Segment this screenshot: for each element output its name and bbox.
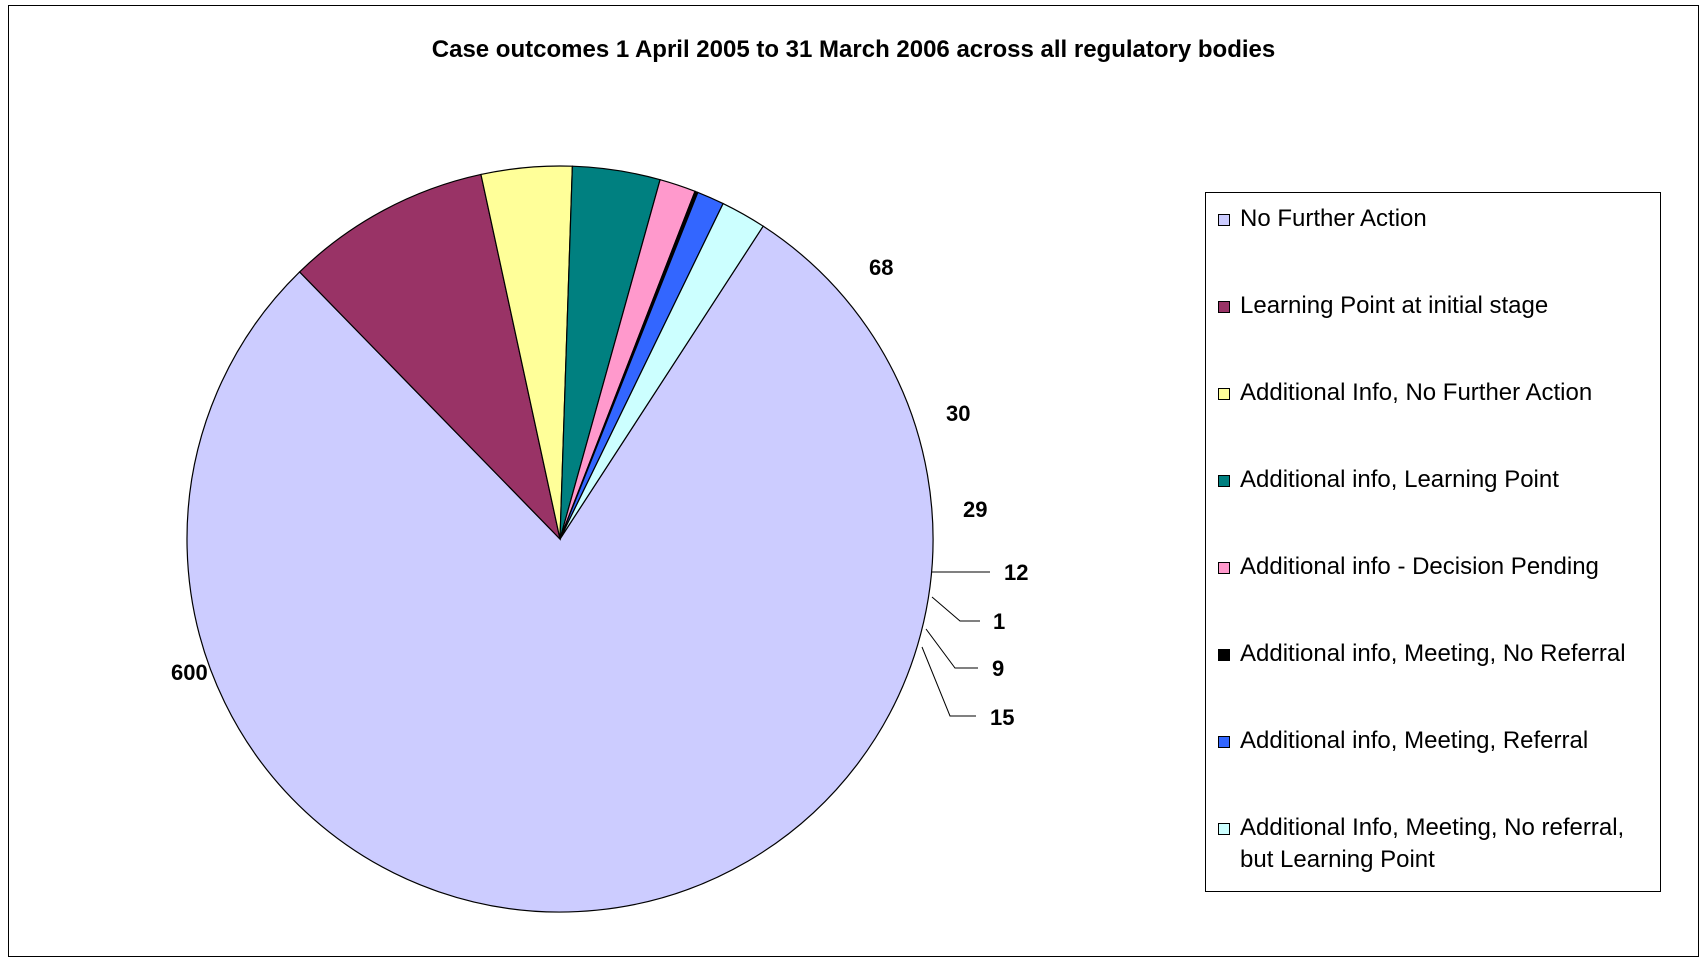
- legend-swatch: [1218, 823, 1230, 835]
- legend-label: Additional Info, No Further Action: [1240, 379, 1593, 406]
- legend-item: Learning Point at initial stage: [1218, 290, 1660, 322]
- legend-label: Additional info, Learning Point: [1240, 466, 1559, 493]
- pie-slice: [559, 202, 764, 540]
- legend-label: Additional info - Decision Pending: [1240, 553, 1599, 580]
- data-label: 30: [946, 401, 970, 426]
- data-label: 1: [993, 609, 1005, 634]
- chart-title: Case outcomes 1 April 2005 to 31 March 2…: [431, 36, 1276, 63]
- legend-item: Additional info, Meeting, Referral: [1218, 725, 1660, 757]
- leader-line: [921, 646, 976, 717]
- data-label: 29: [963, 497, 987, 522]
- leader-line: [931, 596, 980, 622]
- legend-label: Additional info, Meeting, No Referral: [1240, 640, 1626, 667]
- data-label: 12: [1004, 560, 1028, 585]
- data-label: 15: [990, 705, 1014, 730]
- legend-item: Additional Info, Meeting, No referral, b…: [1218, 812, 1660, 876]
- legend-label: Additional info, Meeting, Referral: [1240, 727, 1589, 754]
- legend-swatch: [1218, 736, 1230, 748]
- chart-legend: No Further Action Learning Point at init…: [1205, 192, 1661, 892]
- legend-label: Additional Info, Meeting, No referral, b…: [1240, 814, 1625, 873]
- legend-label: No Further Action: [1240, 205, 1427, 232]
- data-label: 600: [171, 660, 208, 685]
- pie-slice: [298, 173, 562, 541]
- legend-item: No Further Action: [1218, 203, 1660, 235]
- legend-swatch: [1218, 214, 1230, 226]
- legend-item: Additional info, Learning Point: [1218, 464, 1660, 496]
- legend-label: Learning Point at initial stage: [1240, 292, 1549, 319]
- legend-swatch: [1218, 301, 1230, 313]
- legend-item: Additional Info, No Further Action: [1218, 377, 1660, 409]
- legend-swatch: [1218, 562, 1230, 574]
- legend-swatch: [1218, 475, 1230, 487]
- data-label: 68: [869, 255, 893, 280]
- legend-swatch: [1218, 649, 1230, 661]
- legend-item: Additional info, Meeting, No Referral: [1218, 638, 1660, 670]
- pie-slice: [186, 225, 934, 913]
- data-label: 9: [992, 656, 1004, 681]
- leader-line: [925, 628, 978, 669]
- legend-swatch: [1218, 388, 1230, 400]
- legend-item: Additional info - Decision Pending: [1218, 551, 1660, 583]
